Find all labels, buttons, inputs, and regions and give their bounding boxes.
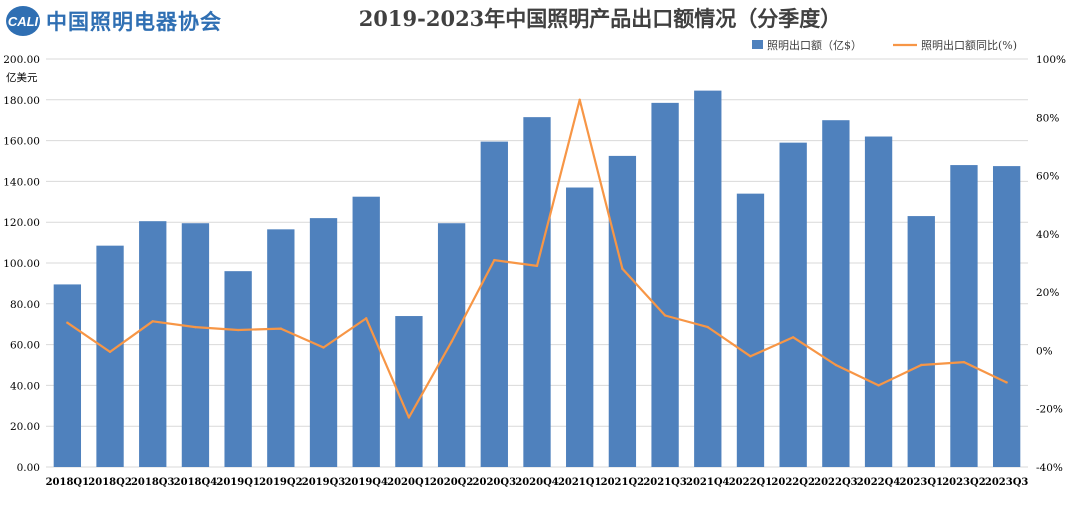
- legend-label-line: 照明出口额同比(%): [921, 38, 1017, 52]
- line-point: [279, 327, 283, 330]
- x-tick-label: 2018Q1: [46, 477, 90, 488]
- line-point: [365, 317, 368, 320]
- y-tick-label: 140.00: [3, 176, 40, 188]
- logo-mark: CALI: [6, 6, 40, 36]
- bar: [864, 136, 893, 467]
- line-point: [663, 314, 667, 317]
- line-point: [834, 363, 838, 367]
- line-point: [962, 360, 966, 364]
- logo: CALI 中国照明电器协会: [6, 6, 222, 36]
- line-point: [194, 325, 197, 329]
- y-tick-label: 40.00: [10, 380, 40, 392]
- x-tick-label: 2023Q1: [900, 477, 944, 488]
- line-point: [407, 416, 411, 419]
- y-tick-label: 0.00: [17, 462, 40, 474]
- y-tick-label: 180.00: [3, 95, 40, 107]
- bar: [395, 316, 423, 467]
- line-point: [236, 328, 240, 332]
- bar: [907, 216, 935, 467]
- x-tick-label: 2019Q3: [302, 477, 346, 488]
- x-tick-label: 2020Q2: [430, 477, 474, 488]
- x-tick-label: 2022Q4: [857, 477, 901, 488]
- bar: [224, 271, 252, 467]
- y-tick-label: 120.00: [3, 217, 40, 229]
- bar: [950, 165, 978, 467]
- y2-tick-label: 80%: [1036, 112, 1059, 124]
- line-point: [322, 346, 325, 349]
- x-tick-label: 2018Q2: [88, 477, 132, 488]
- line-point: [706, 325, 709, 329]
- x-tick-label: 2019Q4: [344, 477, 388, 488]
- x-tick-label: 2018Q4: [174, 477, 218, 488]
- y-axis-label: 亿美元: [6, 71, 38, 84]
- x-tick-label: 2021Q4: [686, 477, 730, 488]
- bar: [694, 90, 722, 468]
- x-tick-label: 2019Q2: [259, 477, 303, 488]
- bar: [779, 142, 807, 467]
- x-tick-label: 2023Q3: [985, 477, 1029, 488]
- bar: [736, 193, 765, 467]
- line-point: [493, 258, 496, 262]
- x-tick-label: 2021Q1: [558, 477, 602, 488]
- bar: [53, 284, 82, 467]
- line-point: [920, 363, 923, 367]
- x-tick-label: 2018Q3: [131, 477, 175, 488]
- line-point: [578, 98, 581, 102]
- y-tick-label: 80.00: [10, 299, 40, 311]
- y2-tick-label: 100%: [1036, 54, 1066, 66]
- y2-tick-label: 20%: [1036, 287, 1059, 299]
- line-point: [151, 320, 154, 323]
- bar: [822, 120, 850, 467]
- y-tick-label: 20.00: [10, 421, 40, 433]
- y-tick-label: 60.00: [10, 340, 40, 352]
- x-tick-label: 2020Q4: [515, 477, 559, 488]
- bar: [651, 102, 679, 468]
- y-tick-label: 160.00: [3, 136, 40, 148]
- chart-title: 2019-2023年中国照明产品出口额情况（分季度）: [359, 6, 842, 31]
- bar: [608, 155, 637, 467]
- y2-tick-label: -20%: [1036, 404, 1063, 416]
- logo-text: 中国照明电器协会: [46, 9, 222, 34]
- line-point: [535, 264, 539, 268]
- bar: [437, 223, 466, 467]
- line-point: [1005, 381, 1008, 384]
- x-tick-label: 2019Q1: [216, 477, 260, 488]
- y2-tick-label: 60%: [1036, 171, 1059, 183]
- x-tick-label: 2023Q2: [942, 477, 986, 488]
- x-tick-label: 2022Q3: [814, 477, 858, 488]
- line-point: [66, 321, 69, 324]
- bar: [181, 223, 210, 467]
- y2-tick-label: 40%: [1036, 229, 1059, 241]
- x-tick-label: 2020Q3: [473, 477, 517, 488]
- y-tick-label: 100.00: [3, 258, 40, 270]
- bar: [139, 221, 167, 467]
- x-tick-label: 2022Q2: [771, 477, 815, 488]
- bar: [566, 187, 594, 467]
- bar: [523, 117, 551, 467]
- bar: [480, 141, 508, 467]
- bar: [267, 229, 295, 467]
- line-point: [877, 384, 880, 387]
- legend-label-bar: 照明出口额（亿$）: [767, 38, 862, 52]
- legend-swatch-bar: [752, 40, 763, 49]
- bar: [352, 196, 380, 467]
- bar: [992, 166, 1021, 467]
- x-tick-label: 2022Q1: [729, 477, 773, 488]
- line-point: [108, 350, 112, 354]
- x-tick-label: 2020Q1: [387, 477, 431, 488]
- x-tick-label: 2021Q2: [601, 477, 645, 488]
- line-point: [791, 336, 795, 339]
- y-tick-label: 200.00: [3, 54, 40, 66]
- x-tick-label: 2021Q3: [643, 477, 687, 488]
- line-point: [749, 355, 752, 358]
- line-point: [450, 340, 453, 343]
- line-point: [621, 267, 624, 271]
- y2-tick-label: -40%: [1036, 462, 1063, 474]
- y2-tick-label: 0%: [1036, 345, 1053, 357]
- bar: [96, 245, 124, 467]
